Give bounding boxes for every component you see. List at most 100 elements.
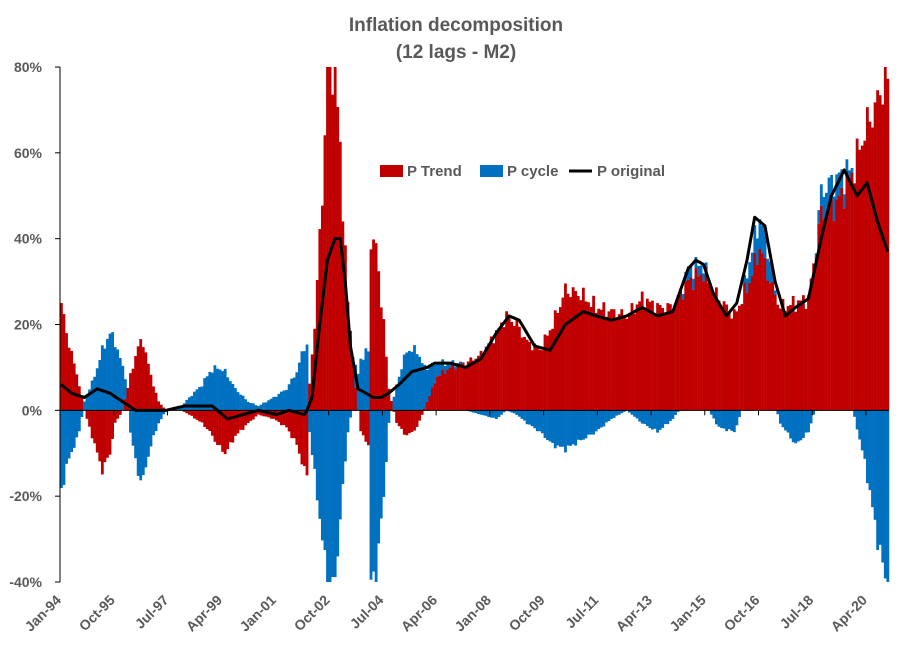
bar-p-cycle-83: [272, 397, 275, 411]
bar-p-cycle-16: [101, 345, 104, 410]
bar-p-trend-6: [75, 374, 78, 410]
x-tick-label: Apr-20: [827, 592, 870, 635]
bar-p-cycle-63: [221, 371, 224, 410]
bar-p-cycle-239: [672, 410, 675, 419]
bar-p-cycle-120: [367, 351, 370, 410]
bar-p-trend-66: [229, 410, 232, 442]
bar-p-trend-244: [684, 281, 687, 410]
bar-p-trend-214: [608, 311, 611, 410]
bar-p-trend-175: [508, 316, 511, 410]
bar-p-trend-23: [119, 410, 122, 415]
bar-p-trend-179: [518, 327, 521, 411]
bar-p-cycle-36: [152, 410, 155, 435]
bar-p-cycle-274: [761, 226, 764, 254]
bar-p-cycle-265: [738, 410, 741, 417]
bar-p-cycle-187: [538, 410, 541, 431]
bar-p-trend-174: [505, 311, 508, 410]
bar-p-trend-11: [88, 410, 91, 426]
bar-p-trend-141: [421, 410, 424, 415]
bar-p-trend-163: [477, 356, 480, 411]
bar-p-cycle-224: [633, 410, 636, 416]
bar-p-trend-200: [572, 287, 575, 410]
bar-p-cycle-249: [697, 266, 700, 276]
bar-p-cycle-109: [339, 410, 342, 519]
bar-p-trend-316: [869, 122, 872, 411]
x-tick-label: Jul-11: [562, 592, 602, 632]
bar-p-cycle-296: [817, 210, 820, 224]
bar-p-trend-241: [677, 295, 680, 410]
bar-p-cycle-33: [144, 410, 147, 467]
bar-p-cycle-1: [63, 410, 66, 485]
bar-p-trend-190: [546, 336, 549, 411]
bar-p-cycle-65: [226, 377, 229, 410]
bar-p-trend-246: [689, 278, 692, 411]
bar-p-trend-173: [503, 327, 506, 410]
bar-p-cycle-27: [129, 410, 132, 432]
bar-p-trend-124: [377, 271, 380, 410]
bar-p-trend-22: [116, 410, 119, 418]
bar-p-cycle-318: [874, 410, 877, 519]
bar-p-cycle-283: [784, 410, 787, 430]
bar-p-trend-264: [735, 311, 738, 410]
bar-p-cycle-6: [75, 410, 78, 437]
bar-p-cycle-281: [779, 410, 782, 423]
bar-p-cycle-297: [820, 184, 823, 206]
bar-p-cycle-263: [733, 410, 736, 432]
bar-p-trend-17: [104, 410, 107, 462]
bar-p-cycle-97: [308, 410, 311, 432]
bar-p-trend-143: [426, 402, 429, 410]
bar-p-cycle-321: [881, 410, 884, 562]
bar-p-cycle-51: [190, 396, 193, 410]
bar-p-cycle-195: [559, 410, 562, 446]
bar-p-trend-129: [390, 401, 393, 410]
bar-p-cycle-139: [416, 354, 419, 410]
bar-p-trend-154: [454, 369, 457, 410]
bar-p-trend-167: [487, 343, 490, 410]
bar-p-cycle-225: [636, 410, 639, 418]
bar-p-trend-92: [295, 410, 298, 445]
bar-p-trend-127: [385, 357, 388, 411]
bar-p-trend-140: [418, 410, 421, 420]
bar-p-cycle-238: [669, 410, 672, 421]
bar-p-cycle-60: [214, 365, 217, 410]
bar-p-cycle-254: [710, 410, 713, 414]
bar-p-trend-150: [444, 373, 447, 410]
bar-p-trend-52: [193, 410, 196, 418]
bar-p-cycle-88: [285, 390, 288, 410]
bar-p-cycle-85: [277, 394, 280, 410]
bar-p-trend-230: [648, 302, 651, 411]
bar-p-trend-295: [815, 257, 818, 410]
bar-p-cycle-154: [454, 366, 457, 369]
bar-p-cycle-183: [528, 410, 531, 424]
bar-p-trend-199: [569, 297, 572, 410]
bar-p-cycle-282: [782, 410, 785, 427]
bar-p-trend-308: [848, 179, 851, 411]
bar-p-trend-206: [587, 302, 590, 410]
bar-p-trend-289: [799, 300, 802, 410]
bar-p-trend-31: [139, 339, 142, 410]
x-tick-label: Jan-08: [451, 592, 494, 635]
bar-p-cycle-178: [515, 410, 518, 415]
bar-p-trend-18: [106, 410, 109, 457]
bar-p-cycle-203: [579, 410, 582, 440]
bar-p-trend-186: [536, 348, 539, 410]
bar-p-trend-29: [134, 356, 137, 410]
bar-p-cycle-205: [585, 410, 588, 438]
bar-p-trend-266: [741, 304, 744, 410]
bar-p-trend-138: [413, 410, 416, 430]
bar-p-trend-115: [354, 388, 357, 411]
bar-p-trend-162: [475, 359, 478, 411]
bar-p-trend-300: [828, 203, 831, 410]
y-tick-label: 80%: [14, 59, 43, 75]
bar-p-cycle-68: [234, 388, 237, 410]
bar-p-cycle-196: [561, 410, 564, 446]
bar-p-trend-231: [651, 301, 654, 411]
bar-p-trend-233: [656, 303, 659, 410]
bar-p-cycle-228: [643, 410, 646, 424]
bar-p-cycle-156: [459, 362, 462, 363]
bar-p-cycle-31: [139, 410, 142, 480]
bar-p-trend-217: [615, 318, 618, 410]
bar-p-trend-120: [367, 410, 370, 445]
bar-p-trend-153: [451, 364, 454, 410]
bar-p-cycle-316: [869, 410, 872, 490]
